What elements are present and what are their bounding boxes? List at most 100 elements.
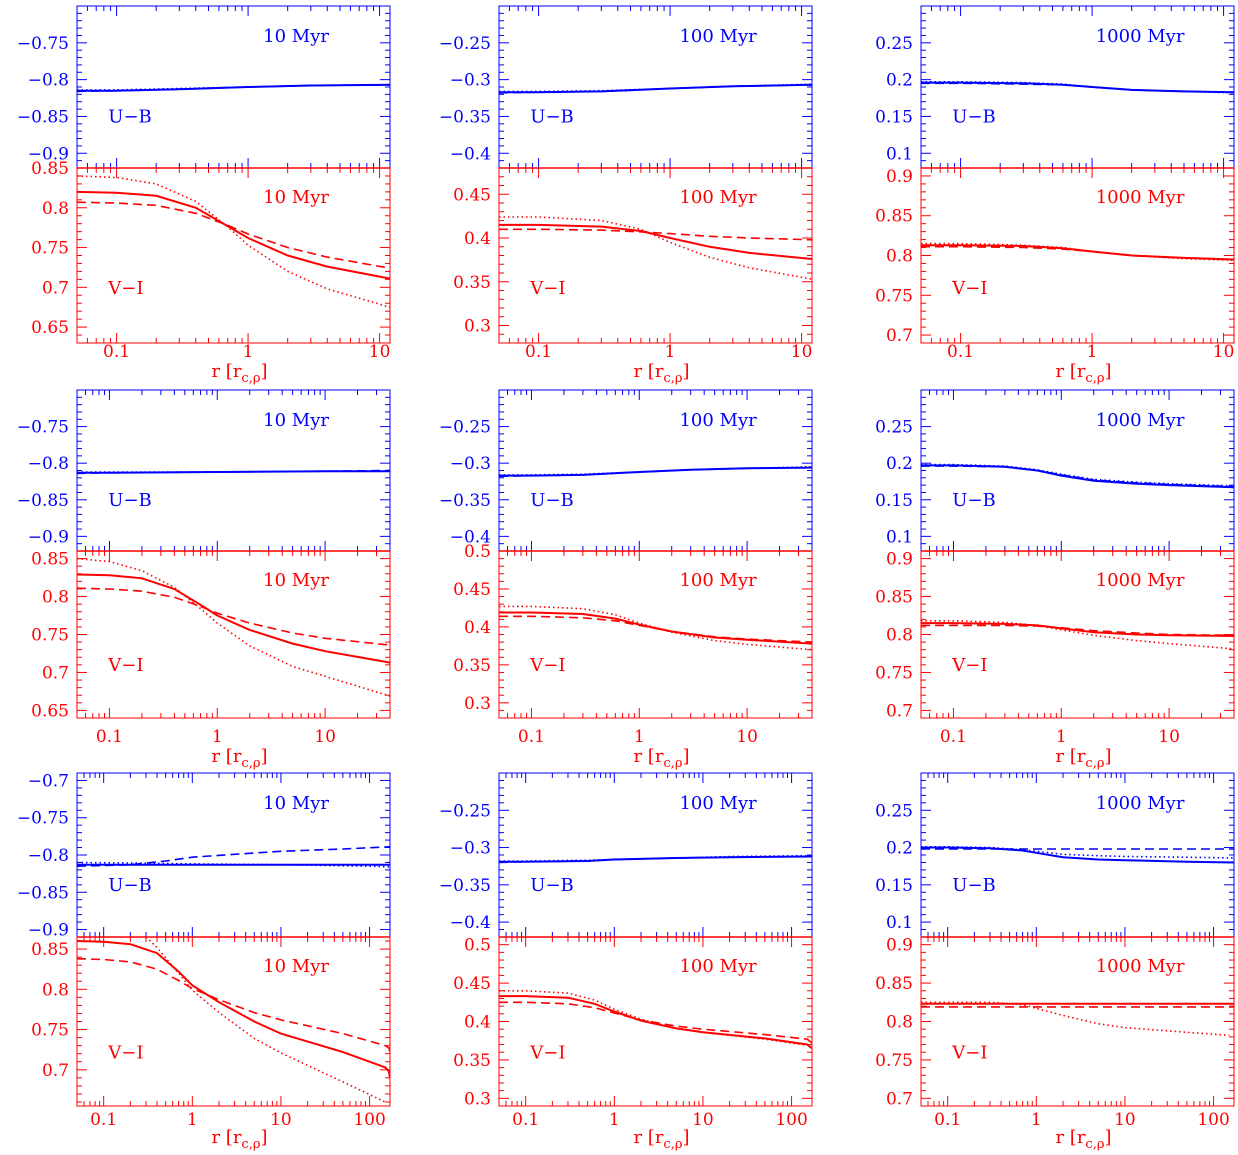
age-label: 100 Myr	[679, 956, 757, 977]
vi-subpanel: 0.3 0.35 0.4 0.45 0.5 100 Myr V−I	[453, 936, 813, 1109]
y-tick-label: −0.25	[439, 801, 491, 821]
x-tick-label: 0.1	[96, 727, 123, 747]
age-label: 10 Myr	[263, 956, 329, 977]
x-tick-label: 1	[1056, 727, 1067, 747]
series-solid	[921, 846, 1234, 864]
y-tick-label: 0.7	[42, 1061, 69, 1081]
age-label: 1000 Myr	[1096, 793, 1185, 814]
x-tick-label: 1	[1087, 342, 1098, 362]
age-label: 100 Myr	[679, 793, 757, 814]
x-tick-label: 100	[775, 1110, 807, 1130]
y-tick-label: −0.75	[17, 34, 69, 54]
vi-subpanel: 0.7 0.75 0.8 0.85 0.9 1000 Myr V−I	[875, 167, 1235, 346]
panel-r2-c2: 0.10.150.20.25 1000 MyrU−B0.70.750.80.850…	[875, 772, 1235, 1152]
y-tick-label: −0.25	[439, 418, 491, 438]
y-tick-label: 0.8	[42, 588, 69, 608]
age-label: 100 Myr	[679, 570, 757, 591]
y-tick-label: −0.4	[450, 527, 491, 547]
y-tick-label: 0.85	[31, 550, 69, 570]
series-group	[77, 469, 390, 475]
x-axis-label: r [rc,ρ]	[633, 361, 689, 386]
y-tick-label: −0.85	[17, 107, 69, 127]
series-group	[921, 242, 1234, 262]
panel-r1-c0: −0.9−0.85−0.8−0.75 10 MyrU−B0.650.70.750.…	[17, 389, 391, 771]
y-tick-label: 0.8	[886, 626, 913, 646]
y-tick-label: 0.4	[464, 1013, 491, 1033]
y-tick-label: 0.85	[31, 159, 69, 179]
x-tick-label: 0.1	[525, 342, 552, 362]
panel-r0-c1: −0.4−0.35−0.3−0.25 100 MyrU−B0.30.350.40.…	[439, 5, 813, 386]
series-dashed	[77, 201, 390, 269]
y-tick-label: 0.8	[886, 247, 913, 267]
vi-subpanel: 0.7 0.75 0.8 0.85 0.9 1000 Myr V−I	[875, 550, 1235, 721]
ub-subpanel: 0.1 0.15 0.2 0.25 1000 Myr U−B	[875, 389, 1235, 552]
y-tick-label: −0.35	[439, 491, 491, 511]
series-dashed	[921, 465, 1234, 488]
y-tick-label: 0.25	[875, 418, 913, 438]
series-group	[499, 83, 812, 94]
vi-subpanel: 0.65 0.7 0.75 0.8 0.85 10 Myr V−I	[31, 159, 391, 344]
y-tick-label: 0.75	[31, 626, 69, 646]
y-tick-label: −0.4	[450, 913, 491, 933]
panel-r2-c0: −0.9−0.85−0.8−0.75−0.710 MyrU−B0.70.750.…	[17, 771, 391, 1152]
age-label: 10 Myr	[263, 793, 329, 814]
axes-frame	[920, 772, 1235, 938]
age-label: 100 Myr	[679, 187, 757, 208]
y-tick-label: 0.8	[886, 1013, 913, 1033]
series-group	[921, 845, 1234, 864]
series-dashed	[499, 1001, 812, 1044]
x-tick-label: 0.1	[940, 727, 967, 747]
y-tick-label: 0.1	[886, 144, 913, 164]
x-tick-label: 100	[1197, 1110, 1229, 1130]
y-tick-label: −0.7	[28, 771, 69, 791]
y-tick-label: 0.85	[31, 940, 69, 960]
series-group	[921, 463, 1234, 489]
x-axis-label: r [rc,ρ]	[1055, 361, 1111, 386]
x-tick-label: 10	[736, 727, 758, 747]
age-label: 10 Myr	[263, 187, 329, 208]
series-group	[499, 989, 812, 1050]
age-label: 10 Myr	[263, 410, 329, 431]
ub-label: U−B	[530, 490, 573, 511]
y-tick-label: 0.35	[453, 656, 491, 676]
ub-subpanel: −0.4 −0.35 −0.3 −0.25 100 Myr U−B	[439, 772, 813, 938]
y-tick-label: −0.3	[450, 71, 491, 91]
y-tick-label: −0.35	[439, 107, 491, 127]
series-group	[77, 557, 390, 697]
age-label: 1000 Myr	[1096, 187, 1185, 208]
ub-subpanel: 0.1 0.15 0.2 0.25 1000 Myr U−B	[875, 5, 1235, 169]
axes-frame	[920, 5, 1235, 169]
y-tick-label: −0.9	[28, 527, 69, 547]
series-group	[499, 854, 812, 864]
ub-label: U−B	[952, 875, 995, 896]
x-tick-label: 100	[353, 1110, 385, 1130]
y-tick-label: 0.25	[875, 801, 913, 821]
x-tick-label: 10	[369, 342, 391, 362]
panel-r1-c2: 0.10.150.20.25 1000 MyrU−B0.70.750.80.850…	[875, 389, 1235, 771]
series-dotted	[77, 470, 390, 473]
series-dotted	[499, 854, 812, 862]
panel-r0-c0: −0.9−0.85−0.8−0.75 10 MyrU−B0.650.70.750.…	[17, 5, 391, 386]
y-tick-label: −0.3	[450, 839, 491, 859]
panel-r1-c1: −0.4−0.35−0.3−0.25 100 MyrU−B0.30.350.40.…	[439, 389, 813, 771]
axes-frame	[920, 167, 1235, 344]
series-dashed	[499, 84, 812, 94]
series-dashed	[499, 615, 812, 643]
y-tick-label: −0.85	[17, 883, 69, 903]
y-tick-label: 0.75	[31, 1021, 69, 1041]
y-tick-label: 0.8	[42, 980, 69, 1000]
age-label: 100 Myr	[679, 26, 757, 47]
series-dashed	[921, 82, 1234, 93]
y-tick-label: 0.45	[453, 580, 491, 600]
vi-label: V−I	[107, 655, 143, 676]
series-group	[921, 81, 1234, 94]
y-tick-label: 0.3	[464, 1089, 491, 1109]
ub-subpanel: −0.9 −0.85 −0.8 −0.75 10 Myr U−B	[17, 389, 391, 552]
y-tick-label: 0.2	[886, 839, 913, 859]
series-group	[499, 216, 812, 280]
vi-subpanel: 0.3 0.35 0.4 0.45 100 Myr V−I	[453, 167, 813, 344]
series-dotted	[921, 619, 1234, 650]
x-axis-label: r [rc,ρ]	[1055, 746, 1111, 771]
y-tick-label: 0.4	[464, 618, 491, 638]
